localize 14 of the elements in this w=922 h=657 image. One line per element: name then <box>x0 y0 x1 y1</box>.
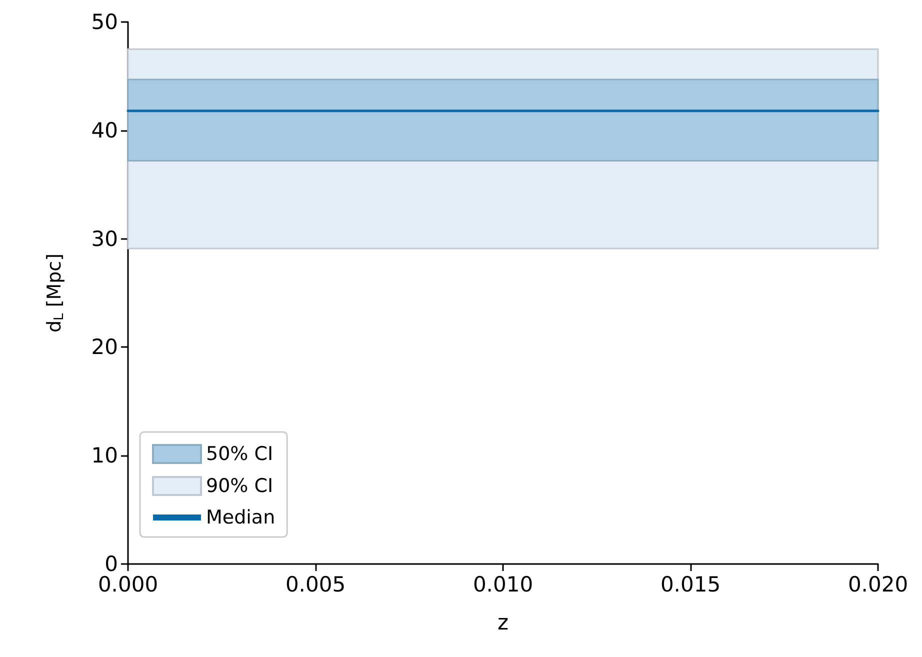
y-tick-label: 10 <box>91 444 118 468</box>
y-tick-label: 20 <box>91 335 118 360</box>
y-tick-label: 40 <box>91 118 118 142</box>
x-tick-label: 0.005 <box>285 572 346 596</box>
x-tick-label: 0.015 <box>660 572 721 596</box>
y-axis-title: dL [Mpc] <box>44 253 67 333</box>
legend-label: 50% CI <box>206 443 274 465</box>
y-tick-label: 30 <box>91 226 118 251</box>
legend-label: Median <box>206 506 276 528</box>
legend-label: 90% CI <box>206 475 274 497</box>
x-axis-title: z <box>497 610 509 634</box>
x-tick-label: 0.020 <box>848 572 908 596</box>
y-tick-label: 50 <box>91 10 118 34</box>
x-tick-label: 0.010 <box>472 572 534 596</box>
